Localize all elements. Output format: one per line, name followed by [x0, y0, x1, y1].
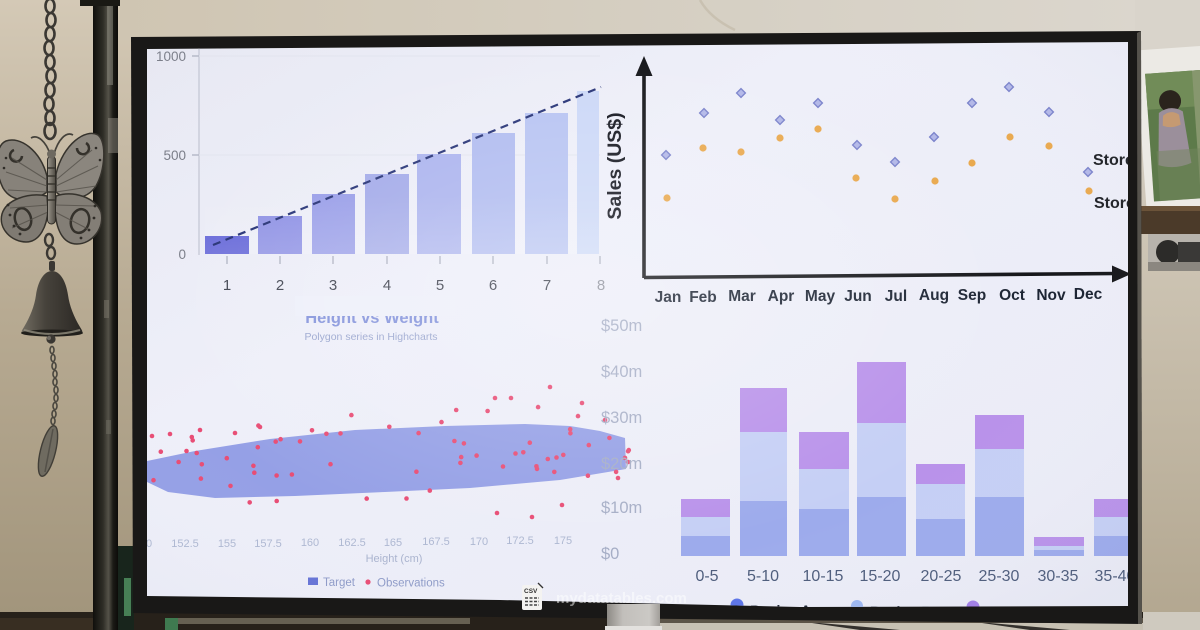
svg-text:mydatatables.com: mydatatables.com — [556, 590, 687, 607]
svg-text:CSV: CSV — [524, 588, 538, 595]
